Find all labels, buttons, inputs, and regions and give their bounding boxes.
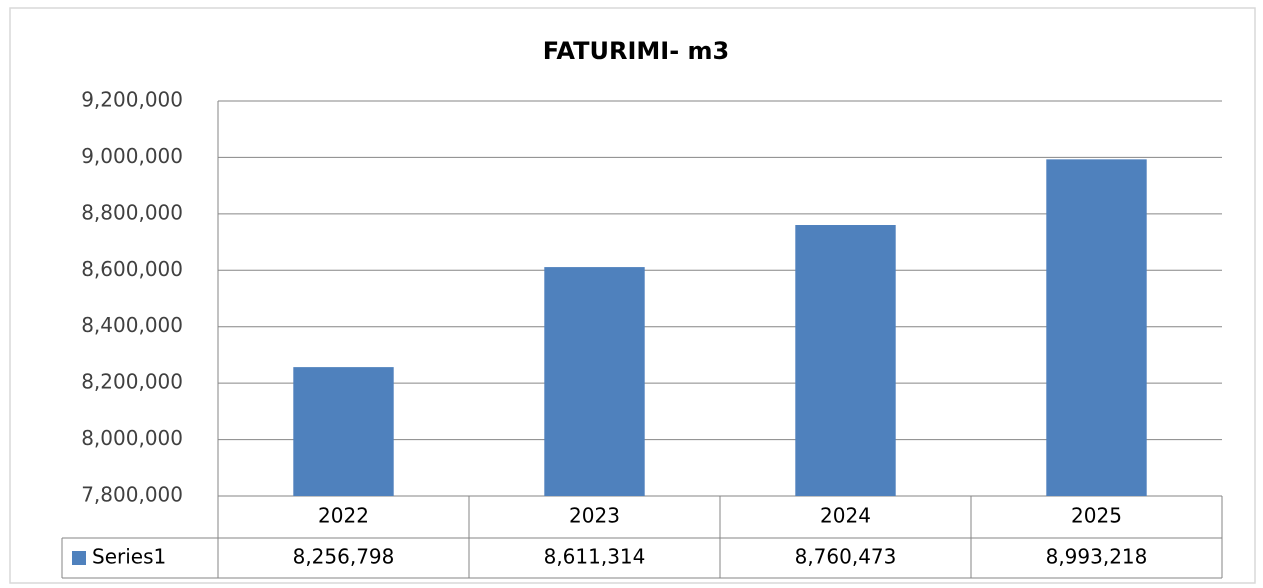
- bar: [1046, 159, 1147, 496]
- x-tick-label: 2025: [1071, 504, 1122, 528]
- x-tick-label: 2024: [820, 504, 871, 528]
- y-tick-label: 8,600,000: [81, 257, 183, 281]
- y-tick-label: 8,400,000: [81, 313, 183, 337]
- y-tick-label: 8,800,000: [81, 200, 183, 224]
- y-tick-label: 9,000,000: [81, 144, 183, 168]
- y-tick-label: 8,000,000: [81, 426, 183, 450]
- bar: [795, 225, 896, 496]
- y-tick-label: 8,200,000: [81, 370, 183, 394]
- chart-title: FATURIMI- m3: [543, 37, 729, 65]
- data-table-value: 8,760,473: [795, 545, 897, 569]
- data-table-value: 8,256,798: [293, 545, 395, 569]
- legend-swatch: [72, 551, 86, 565]
- legend-label: Series1: [92, 545, 166, 569]
- data-table-value: 8,993,218: [1046, 545, 1148, 569]
- data-table-value: 8,611,314: [544, 545, 646, 569]
- bar: [544, 267, 645, 496]
- bar: [293, 367, 394, 496]
- x-tick-label: 2022: [318, 504, 369, 528]
- x-tick-label: 2023: [569, 504, 620, 528]
- y-tick-label: 7,800,000: [81, 483, 183, 507]
- y-tick-label: 9,200,000: [81, 88, 183, 112]
